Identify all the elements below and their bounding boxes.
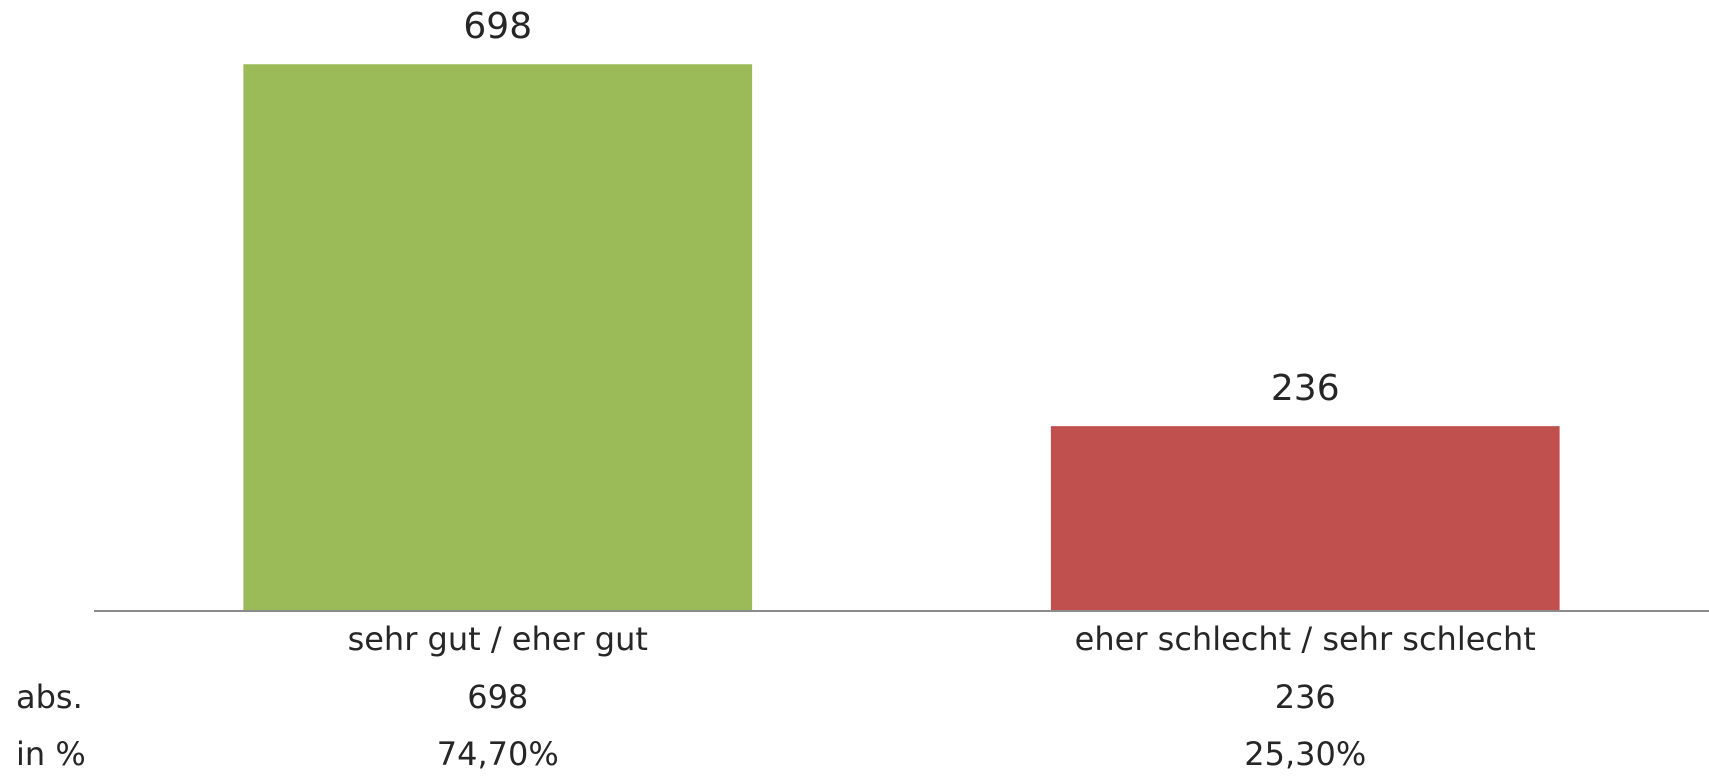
x-tick-label: sehr gut / eher gut	[348, 620, 648, 658]
data-label: 236	[1271, 368, 1340, 409]
table-row-label: in %	[16, 735, 86, 773]
data-label: 698	[463, 6, 532, 47]
table-cell: 236	[1275, 678, 1336, 716]
bar	[243, 64, 753, 611]
table-row-label: abs.	[16, 678, 83, 716]
table-cell: 74,70%	[437, 735, 559, 773]
table-cell: 25,30%	[1244, 735, 1366, 773]
table-cell: 698	[467, 678, 528, 716]
bar	[1050, 426, 1560, 611]
x-tick-label: eher schlecht / sehr schlecht	[1075, 620, 1536, 658]
